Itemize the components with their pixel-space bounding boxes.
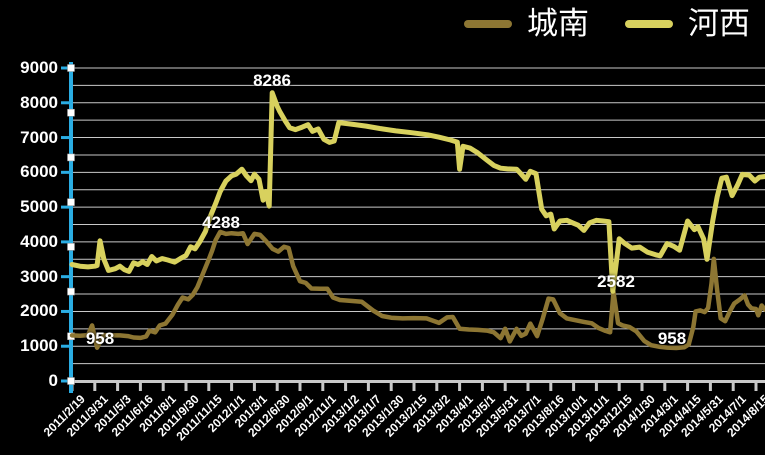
x-tick: [594, 383, 598, 391]
axis-handle-marker: [67, 108, 75, 117]
x-tick: [480, 383, 484, 391]
y-axis-label: 9000: [20, 58, 58, 77]
axis-handle-marker: [67, 198, 75, 206]
y-axis-label: 5000: [20, 197, 58, 217]
chengnan-line-swatch: [464, 20, 512, 28]
x-tick: [526, 383, 530, 391]
x-tick: [252, 383, 256, 391]
x-axis: [68, 380, 765, 391]
legend-label-chengnan: 城南: [527, 6, 589, 41]
y-axis-label: 8000: [20, 92, 58, 112]
x-tick: [161, 383, 165, 391]
x-tick: [230, 383, 234, 391]
x-tick: [389, 383, 393, 391]
y-axis: [61, 62, 75, 393]
hexi-line-swatch: [625, 20, 673, 28]
x-tick: [663, 383, 667, 391]
y-axis-label: 7000: [20, 127, 58, 147]
x-tick: [617, 383, 621, 391]
data-label: 8286: [253, 71, 291, 90]
x-tick: [686, 383, 690, 391]
x-tick: [321, 383, 325, 391]
y-axis-label: 2000: [20, 301, 58, 321]
x-tick: [184, 383, 188, 391]
x-tick: [435, 383, 439, 391]
legend-label-hexi: 河西: [688, 6, 750, 41]
axis-handle-marker: [67, 64, 75, 72]
x-tick: [572, 383, 576, 391]
axis-handle-marker: [67, 287, 75, 296]
axis-handle-marker: [67, 377, 75, 385]
x-tick: [754, 383, 758, 391]
y-axis-label: 0: [48, 371, 58, 390]
x-tick: [731, 383, 735, 391]
x-tick: [549, 383, 553, 391]
x-tick: [344, 383, 348, 391]
data-label: 2582: [597, 272, 635, 291]
series-line-河西[interactable]: [69, 90, 765, 294]
x-tick: [93, 383, 97, 391]
x-tick: [708, 383, 712, 391]
x-tick: [458, 383, 462, 391]
y-axis-label: 6000: [20, 162, 58, 182]
gridlines: [72, 67, 765, 365]
x-tick: [275, 383, 279, 391]
data-label: 4288: [202, 213, 240, 232]
axis-handle-marker: [67, 153, 75, 162]
y-axis-label: 4000: [20, 231, 58, 251]
x-tick: [640, 383, 644, 391]
x-tick: [207, 383, 211, 391]
legend: 城南 河西: [0, 6, 750, 42]
data-label: 958: [657, 329, 687, 348]
x-tick: [412, 383, 416, 391]
data-label: 958: [85, 329, 115, 348]
series-lines: [69, 90, 765, 351]
x-tick: [138, 383, 142, 391]
x-tick: [366, 383, 370, 391]
y-axis-label: 3000: [20, 266, 58, 286]
axis-handle-marker: [67, 243, 75, 251]
y-axis-label: 1000: [20, 336, 58, 356]
x-tick: [298, 383, 302, 391]
legend-item-chengnan[interactable]: 城南: [464, 6, 589, 42]
series-line-城南[interactable]: [69, 229, 765, 351]
x-tick: [116, 383, 120, 391]
x-tick: [503, 383, 507, 391]
legend-item-hexi[interactable]: 河西: [625, 6, 750, 42]
